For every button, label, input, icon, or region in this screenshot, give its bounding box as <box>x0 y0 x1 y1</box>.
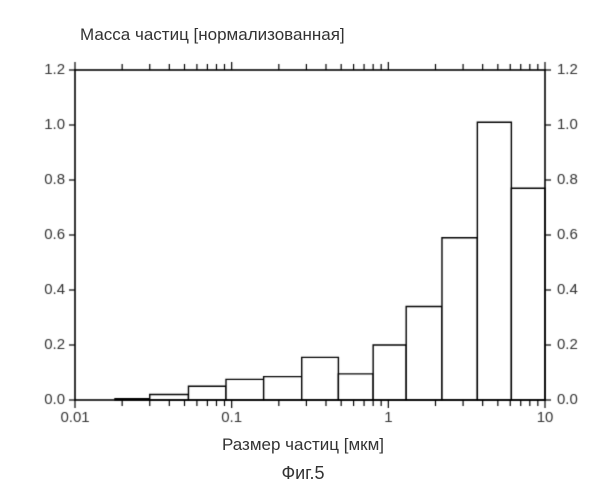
histogram-canvas <box>0 0 606 500</box>
x-axis-label: Размер частиц [мкм] <box>0 435 606 455</box>
chart-title: Масса частиц [нормализованная] <box>80 25 345 45</box>
figure-caption: Фиг.5 <box>0 463 606 484</box>
